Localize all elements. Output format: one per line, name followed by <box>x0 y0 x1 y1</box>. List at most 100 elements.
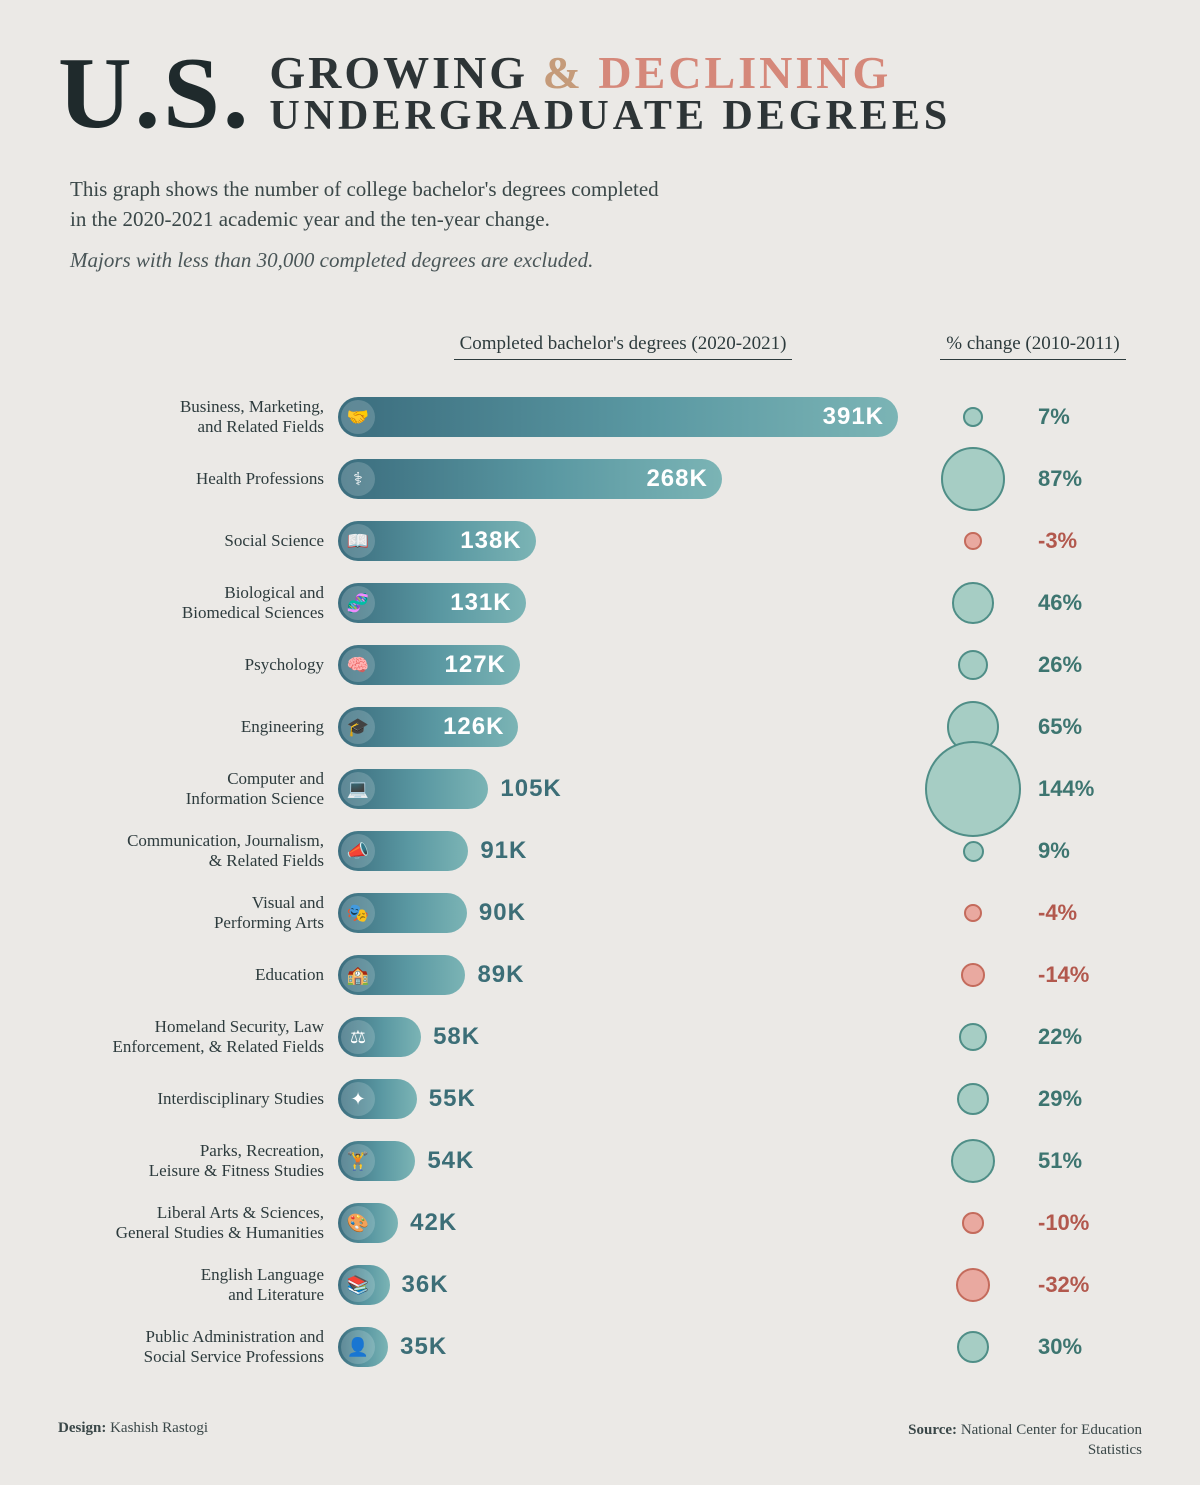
change-cell: -10% <box>908 1194 1158 1252</box>
bar: 📚 <box>338 1265 390 1305</box>
bar-value: 54K <box>427 1141 474 1181</box>
bar-value: 138K <box>460 527 521 555</box>
bubble-holder <box>908 884 1038 942</box>
bar-value: 126K <box>443 713 504 741</box>
chart-row: Psychology🧠127K26% <box>58 636 1142 694</box>
change-cell: 26% <box>908 636 1158 694</box>
bar-wrap: 🎨42K <box>338 1203 908 1243</box>
change-percent: 22% <box>1038 1024 1158 1050</box>
bar: 🎓126K <box>338 707 518 747</box>
row-icon: ✦ <box>341 1082 375 1116</box>
bar-value: 91K <box>480 831 527 871</box>
bar-wrap: 🎓126K <box>338 707 908 747</box>
row-label: Social Science <box>58 531 338 551</box>
row-label: Visual andPerforming Arts <box>58 893 338 934</box>
row-label: Business, Marketing,and Related Fields <box>58 397 338 438</box>
column-headers: Completed bachelor's degrees (2020-2021)… <box>58 333 1142 360</box>
bubble-holder <box>908 1318 1038 1376</box>
chart-row: Interdisciplinary Studies✦55K29% <box>58 1070 1142 1128</box>
chart-row: Communication, Journalism,& Related Fiel… <box>58 822 1142 880</box>
bar: 🤝391K <box>338 397 898 437</box>
change-bubble <box>941 447 1005 511</box>
row-label: Computer andInformation Science <box>58 769 338 810</box>
change-bubble <box>958 650 988 680</box>
bubble-holder <box>908 1256 1038 1314</box>
bubble-holder <box>908 574 1038 632</box>
subtitle-line1: This graph shows the number of college b… <box>70 177 659 201</box>
bar-wrap: 🏋 54K <box>338 1141 908 1181</box>
footer-design: Design: Kashish Rastogi <box>58 1420 208 1461</box>
bar: ✦ <box>338 1079 417 1119</box>
bar-wrap: 📣 91K <box>338 831 908 871</box>
chart-row: Social Science📖138K-3% <box>58 512 1142 570</box>
row-label: Liberal Arts & Sciences,General Studies … <box>58 1203 338 1244</box>
chart-row: Computer andInformation Science💻105K144% <box>58 760 1142 818</box>
bubble-holder <box>908 388 1038 446</box>
change-bubble <box>957 1083 989 1115</box>
bar-wrap: 🧠127K <box>338 645 908 685</box>
change-bubble <box>959 1023 987 1051</box>
change-bubble <box>963 841 984 862</box>
chart-row: Parks, Recreation,Leisure & Fitness Stud… <box>58 1132 1142 1190</box>
subtitle-block: This graph shows the number of college b… <box>70 174 870 275</box>
row-label: Health Professions <box>58 469 338 489</box>
footer-source-name: National Center for Education Statistics <box>961 1422 1142 1458</box>
bar-wrap: 🎭 90K <box>338 893 908 933</box>
change-bubble <box>952 582 994 624</box>
title-us: U.S. <box>58 48 251 140</box>
bar: 🧠127K <box>338 645 520 685</box>
bar: 💻 <box>338 769 488 809</box>
bar-value: 35K <box>400 1327 447 1367</box>
footer: Design: Kashish Rastogi Source: National… <box>58 1420 1142 1461</box>
row-label: Engineering <box>58 717 338 737</box>
row-icon: 🏋 <box>341 1144 375 1178</box>
row-icon: 📖 <box>341 524 375 558</box>
bar-value: 90K <box>479 893 526 933</box>
bar-value: 58K <box>433 1017 480 1057</box>
row-label: Education <box>58 965 338 985</box>
bar: 👤 <box>338 1327 388 1367</box>
row-label: Parks, Recreation,Leisure & Fitness Stud… <box>58 1141 338 1182</box>
bar-wrap: ✦55K <box>338 1079 908 1119</box>
change-cell: -32% <box>908 1256 1158 1314</box>
bar-wrap: 🤝391K <box>338 397 908 437</box>
row-icon: 📣 <box>341 834 375 868</box>
change-percent: 65% <box>1038 714 1158 740</box>
title-word-amp: & <box>543 47 584 98</box>
title-stack: GROWING & DECLINING UNDERGRADUATE DEGREE… <box>269 50 951 138</box>
change-cell: -14% <box>908 946 1158 1004</box>
change-percent: -4% <box>1038 900 1158 926</box>
chart: Completed bachelor's degrees (2020-2021)… <box>58 333 1142 1376</box>
row-icon: 🧬 <box>341 586 375 620</box>
change-bubble <box>964 904 982 922</box>
row-label: Interdisciplinary Studies <box>58 1089 338 1109</box>
bubble-holder <box>908 512 1038 570</box>
row-icon: 🎭 <box>341 896 375 930</box>
chart-row: Homeland Security, LawEnforcement, & Rel… <box>58 1008 1142 1066</box>
bar: 🏫 <box>338 955 465 995</box>
row-label: Public Administration andSocial Service … <box>58 1327 338 1368</box>
change-bubble <box>964 532 982 550</box>
bar-value: 42K <box>410 1203 457 1243</box>
change-cell: 29% <box>908 1070 1158 1128</box>
bar-value: 105K <box>500 769 561 809</box>
change-cell: 22% <box>908 1008 1158 1066</box>
bar-value: 127K <box>445 651 506 679</box>
bubble-holder <box>908 636 1038 694</box>
change-cell: 65% <box>908 698 1158 756</box>
chart-row: Health Professions⚕268K87% <box>58 450 1142 508</box>
bar: 🎭 <box>338 893 467 933</box>
subtitle-line2: in the 2020-2021 academic year and the t… <box>70 207 550 231</box>
change-cell: 9% <box>908 822 1158 880</box>
change-cell: 144% <box>908 760 1158 818</box>
bar-wrap: 📖 138K <box>338 521 908 561</box>
chart-row: Business, Marketing,and Related Fields🤝3… <box>58 388 1142 446</box>
bar-wrap: 🏫89K <box>338 955 908 995</box>
chart-rows: Business, Marketing,and Related Fields🤝3… <box>58 388 1142 1376</box>
column-header-bars: Completed bachelor's degrees (2020-2021) <box>454 333 793 360</box>
footer-source: Source: National Center for Education St… <box>882 1420 1142 1461</box>
change-cell: -3% <box>908 512 1158 570</box>
title-line-undergrad: UNDERGRADUATE DEGREES <box>269 95 951 138</box>
change-percent: 30% <box>1038 1334 1158 1360</box>
change-percent: 26% <box>1038 652 1158 678</box>
